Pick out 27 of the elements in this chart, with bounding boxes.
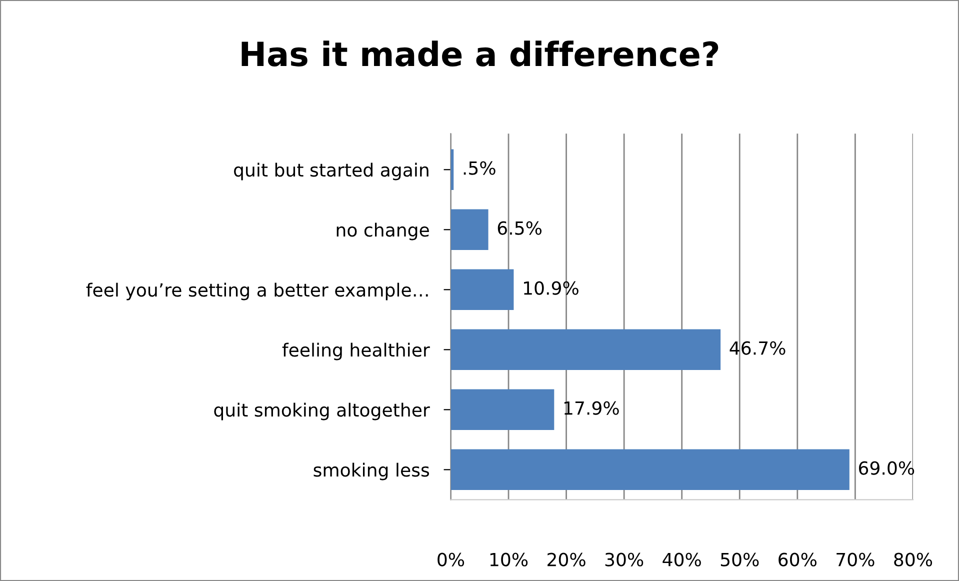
x-tick-label: 20% (548, 552, 586, 566)
data-label: 6.5% (498, 221, 542, 235)
data-label: 46.7% (730, 341, 786, 355)
y-tick-label: smoking less (314, 462, 430, 480)
data-label: 10.9% (524, 281, 578, 295)
bar (450, 209, 488, 250)
bar (450, 389, 554, 430)
x-tick-label: 40% (662, 552, 701, 566)
bar (450, 449, 850, 490)
y-tick-label: no change (336, 222, 429, 240)
x-tick-label: 80% (894, 552, 932, 566)
x-tick-label: 60% (778, 552, 816, 566)
data-label: 69.0% (859, 461, 914, 475)
y-tick-label: feeling healthier (282, 342, 430, 360)
x-tick-label: 30% (605, 552, 644, 566)
data-label: .5% (464, 161, 496, 175)
x-tick-label: 70% (836, 552, 874, 566)
bar (450, 269, 514, 310)
y-tick-label: feel you’re setting a better example… (86, 282, 428, 300)
data-label: 17.9% (564, 401, 619, 415)
bar (450, 329, 721, 370)
y-tick-label: quit smoking altogether (214, 402, 430, 420)
chart-title: Has it made a difference? (242, 40, 718, 66)
x-tick-label: 50% (720, 552, 759, 566)
y-tick-label: quit but started again (234, 162, 428, 180)
x-tick-label: 0% (438, 552, 464, 566)
x-tick-label: 10% (490, 552, 528, 566)
